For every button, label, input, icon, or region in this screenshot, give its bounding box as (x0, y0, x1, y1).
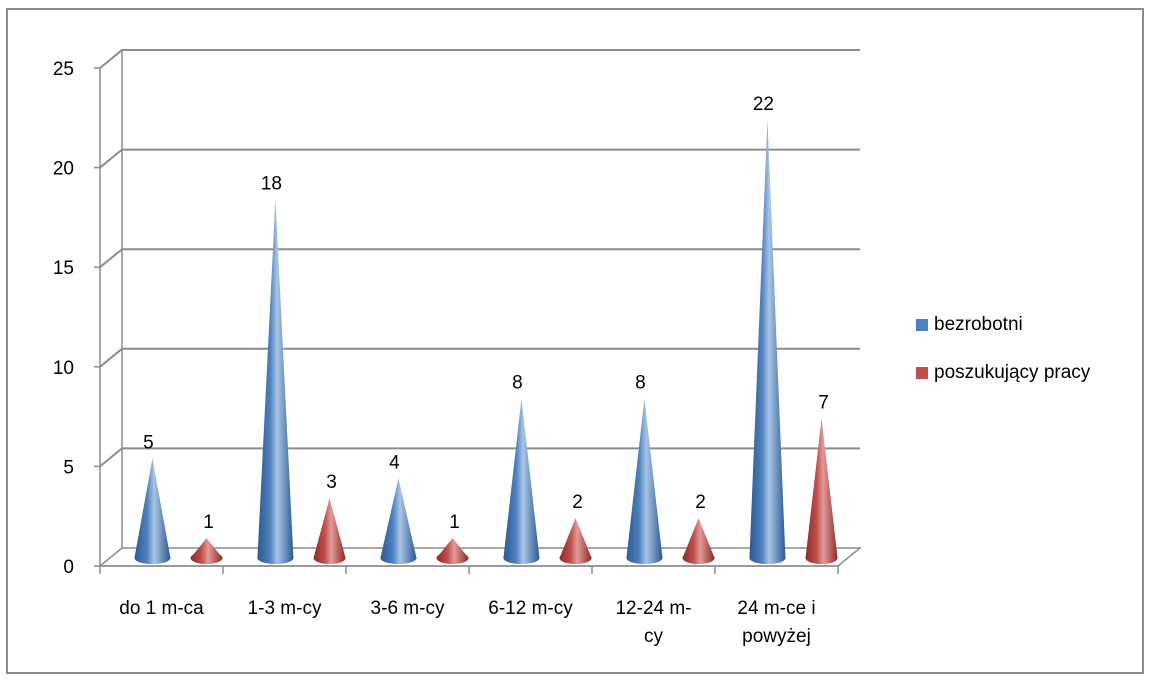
bar-poszukujący pracy-1 (313, 498, 346, 564)
bar-poszukujący pracy-0 (190, 538, 223, 564)
x-category-label: 24 m-ce i (737, 598, 815, 619)
gridline (99, 49, 860, 69)
gridline (99, 148, 860, 169)
x-category-label: powyżej (742, 626, 811, 647)
x-category-label: cy (644, 626, 664, 647)
data-label-1-4: 2 (695, 492, 706, 513)
data-label-1-0: 1 (203, 512, 214, 533)
y-tick-label: 20 (53, 159, 74, 180)
data-label-1-3: 2 (572, 492, 583, 513)
y-axis-ticks: 0 5 10 15 20 25 (53, 59, 100, 578)
y-tick-label: 25 (53, 59, 74, 80)
data-label-0-3: 8 (512, 373, 523, 394)
data-label-1-5: 7 (818, 393, 829, 414)
x-axis-categories: do 1 m-ca 1-3 m-cy 3-6 m-cy 6-12 m-cy 12-24 … (119, 598, 815, 647)
data-label-0-1: 18 (261, 173, 282, 194)
bar-bezrobotni-1 (257, 199, 294, 564)
x-category-label: 12-24 m- (615, 598, 691, 619)
data-label-0-5: 22 (753, 94, 774, 115)
legend-label-1: poszukujący pracy (934, 362, 1091, 383)
legend-swatch-0 (916, 319, 928, 331)
data-label-0-2: 4 (389, 452, 400, 473)
bar-poszukujący pracy-4 (682, 518, 715, 564)
bar-poszukujący pracy-3 (559, 518, 592, 564)
chart-walls (97, 50, 863, 567)
legend-label-0: bezrobotni (934, 314, 1023, 335)
chart-marks (134, 119, 838, 564)
data-label-1-2: 1 (449, 512, 460, 533)
data-label-0-0: 5 (143, 432, 154, 453)
x-category-label: 1-3 m-cy (248, 598, 322, 619)
legend-item-0: bezrobotni (916, 312, 1090, 338)
axes (99, 68, 839, 574)
y-tick-label: 15 (53, 258, 74, 279)
bar-bezrobotni-3 (503, 398, 540, 564)
data-label-0-4: 8 (635, 373, 646, 394)
y-tick-label: 0 (63, 557, 74, 578)
bar-bezrobotni-4 (626, 398, 663, 564)
x-category-label: do 1 m-ca (119, 598, 204, 619)
gridline (99, 447, 860, 468)
bar-bezrobotni-0 (134, 458, 171, 564)
y-tick-label: 5 (63, 457, 74, 478)
bar-bezrobotni-5 (749, 119, 786, 564)
x-category-label: 3-6 m-cy (371, 598, 445, 619)
x-category-label: 6-12 m-cy (488, 598, 573, 619)
bar-bezrobotni-2 (380, 478, 417, 564)
legend: bezrobotni poszukujący pracy (916, 312, 1090, 408)
gridline (99, 248, 860, 268)
gridlines (99, 49, 860, 468)
legend-item-1: poszukujący pracy (916, 360, 1090, 386)
bar-poszukujący pracy-2 (436, 538, 469, 564)
gridline (99, 347, 860, 368)
bar-poszukujący pracy-5 (805, 418, 838, 564)
legend-swatch-1 (916, 367, 928, 379)
y-tick-label: 10 (53, 358, 74, 379)
data-label-1-1: 3 (326, 472, 337, 493)
